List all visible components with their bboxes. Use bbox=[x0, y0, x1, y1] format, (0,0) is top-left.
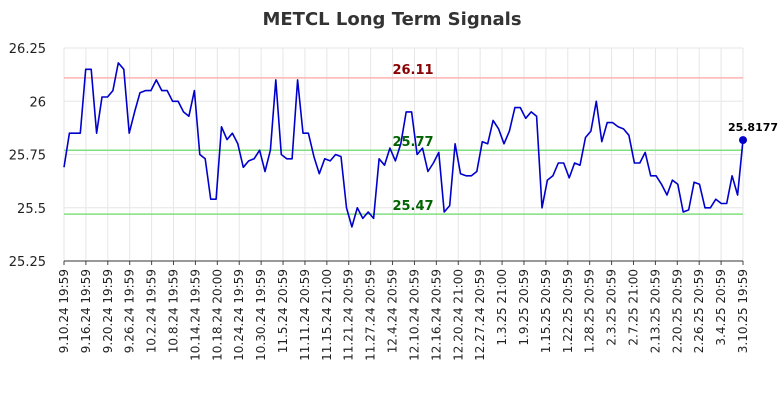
x-tick-label: 1.22.25 20:59 bbox=[561, 269, 575, 353]
x-tick-label: 9.10.24 19:59 bbox=[57, 269, 71, 353]
x-tick-label: 12.10.24 20:59 bbox=[407, 269, 421, 361]
x-tick-label: 2.7.25 21:00 bbox=[626, 269, 640, 346]
x-tick-label: 11.21.24 20:59 bbox=[342, 269, 356, 361]
last-point-label: 25.8177 bbox=[728, 121, 778, 134]
x-tick-label: 12.16.24 20:59 bbox=[429, 269, 443, 361]
x-tick-label: 11.11.24 20:59 bbox=[298, 269, 312, 361]
x-tick-label: 10.18.24 20:00 bbox=[210, 269, 224, 361]
y-tick-label: 26 bbox=[29, 95, 46, 110]
x-tick-label: 2.26.25 20:59 bbox=[692, 269, 706, 353]
x-tick-label: 10.8.24 19:59 bbox=[167, 269, 181, 353]
grid bbox=[63, 47, 744, 262]
x-tick-label: 2.3.25 20:59 bbox=[605, 269, 619, 346]
x-tick-label: 1.15.25 20:59 bbox=[539, 269, 553, 353]
x-tick-label: 9.20.24 19:59 bbox=[101, 269, 115, 353]
y-tick-label: 25.75 bbox=[9, 149, 46, 164]
last-point-marker bbox=[739, 136, 747, 145]
x-tick-label: 9.26.24 19:59 bbox=[123, 269, 137, 353]
x-tick-label: 10.30.24 19:59 bbox=[254, 269, 268, 361]
axes: 9.10.24 19:59 9.16.24 19:59 9.20.24 19:59 9… bbox=[9, 42, 750, 361]
signal-label: 25.47 bbox=[392, 199, 433, 214]
x-tick-label: 2.13.25 20:59 bbox=[648, 269, 662, 353]
x-tick-label: 10.24.24 19:59 bbox=[232, 269, 246, 361]
signal-label: 26.11 bbox=[392, 63, 433, 78]
x-tick-label: 9.16.24 19:59 bbox=[79, 269, 93, 353]
x-tick-label: 11.15.24 21:00 bbox=[320, 269, 334, 361]
x-tick-label: 10.2.24 19:59 bbox=[145, 269, 159, 353]
x-tick-label: 2.20.25 20:59 bbox=[670, 269, 684, 353]
signal-lines: 26.11 25.77 25.47 bbox=[64, 63, 743, 215]
x-tick-label: 3.10.25 19:59 bbox=[736, 269, 750, 353]
x-tick-label: 12.4.24 20:59 bbox=[386, 269, 400, 353]
signal-label: 25.77 bbox=[392, 135, 433, 150]
x-tick-label: 1.9.25 20:59 bbox=[517, 269, 531, 346]
x-tick-label: 12.27.24 20:59 bbox=[473, 269, 487, 361]
chart-title: METCL Long Term Signals bbox=[262, 9, 521, 30]
series: 25.8177 bbox=[63, 62, 778, 228]
x-tick-label: 11.5.24 20:59 bbox=[276, 269, 290, 353]
x-tick-label: 10.14.24 19:59 bbox=[188, 269, 202, 361]
x-tick-label: 1.28.25 20:59 bbox=[583, 269, 597, 353]
price-line bbox=[63, 62, 744, 228]
y-tick-label: 25.5 bbox=[17, 202, 46, 217]
y-tick-label: 25.25 bbox=[9, 255, 46, 270]
x-tick-label: 12.20.24 21:00 bbox=[451, 269, 465, 361]
y-tick-label: 26.25 bbox=[9, 42, 46, 57]
x-tick-label: 11.27.24 20:59 bbox=[364, 269, 378, 361]
x-tick-label: 1.3.25 21:00 bbox=[495, 269, 509, 346]
x-tick-label: 3.4.25 20:59 bbox=[714, 269, 728, 346]
